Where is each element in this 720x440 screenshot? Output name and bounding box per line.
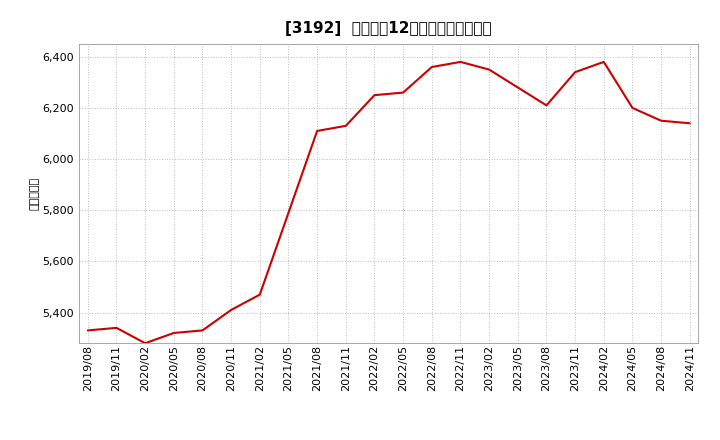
Y-axis label: （百万円）: （百万円） [30,177,40,210]
Title: [3192]  売上高の12か月移動合計の推移: [3192] 売上高の12か月移動合計の推移 [286,21,492,36]
